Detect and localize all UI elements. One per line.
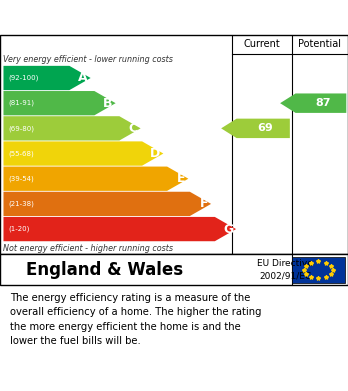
Text: D: D <box>150 147 160 160</box>
Text: (69-80): (69-80) <box>9 125 35 132</box>
Text: Very energy efficient - lower running costs: Very energy efficient - lower running co… <box>3 55 173 65</box>
Polygon shape <box>3 167 188 191</box>
Polygon shape <box>3 91 116 115</box>
Text: 87: 87 <box>316 98 331 108</box>
Polygon shape <box>3 116 141 140</box>
Polygon shape <box>3 142 163 166</box>
Text: Not energy efficient - higher running costs: Not energy efficient - higher running co… <box>3 244 174 253</box>
Text: (92-100): (92-100) <box>9 75 39 81</box>
Text: The energy efficiency rating is a measure of the
overall efficiency of a home. T: The energy efficiency rating is a measur… <box>10 293 262 346</box>
Text: (39-54): (39-54) <box>9 176 34 182</box>
Polygon shape <box>221 118 290 138</box>
Text: B: B <box>103 97 113 110</box>
Text: EU Directive
2002/91/EC: EU Directive 2002/91/EC <box>257 259 313 280</box>
Text: (1-20): (1-20) <box>9 226 30 232</box>
Text: C: C <box>129 122 138 135</box>
Polygon shape <box>3 192 211 216</box>
Text: Energy Efficiency Rating: Energy Efficiency Rating <box>10 10 220 25</box>
Polygon shape <box>280 93 346 113</box>
Text: 69: 69 <box>258 123 274 133</box>
Polygon shape <box>3 217 236 241</box>
Text: (55-68): (55-68) <box>9 150 34 157</box>
Text: F: F <box>200 197 208 210</box>
Text: Potential: Potential <box>298 39 341 50</box>
Text: Current: Current <box>244 39 280 50</box>
Text: England & Wales: England & Wales <box>26 261 183 279</box>
Text: (81-91): (81-91) <box>9 100 35 106</box>
Text: (21-38): (21-38) <box>9 201 34 207</box>
Bar <box>292 256 345 283</box>
Text: G: G <box>223 222 233 236</box>
Polygon shape <box>3 66 90 90</box>
Text: E: E <box>177 172 185 185</box>
Text: A: A <box>78 72 88 84</box>
